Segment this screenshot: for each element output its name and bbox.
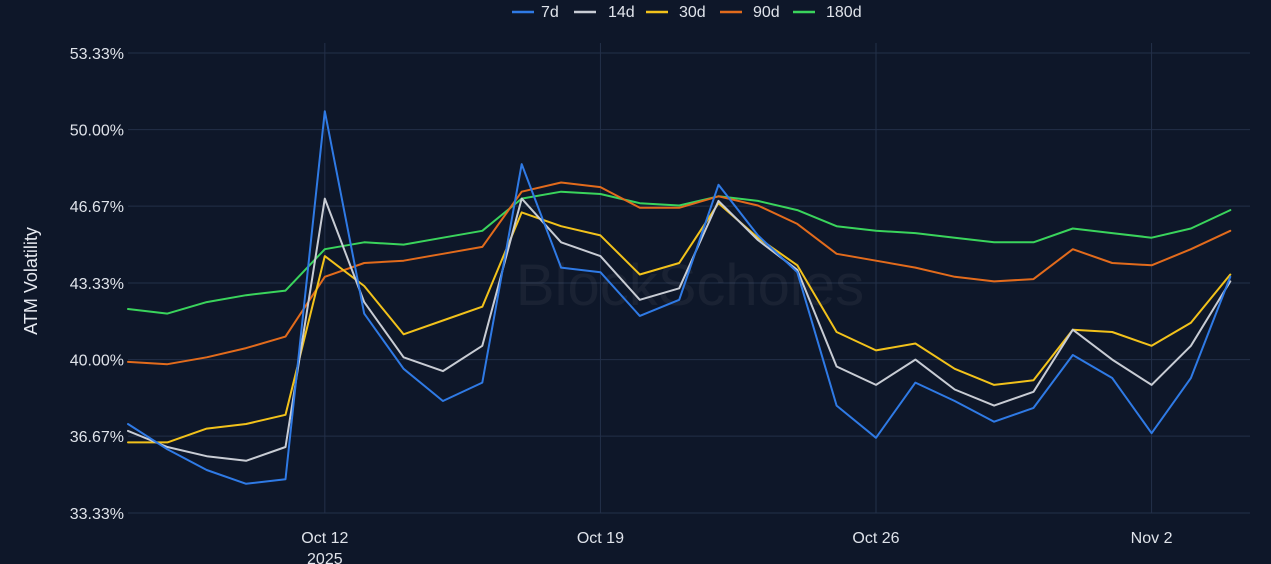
y-tick-label: 40.00% <box>70 353 124 370</box>
x-tick-label: Nov 2 <box>1131 530 1173 547</box>
legend-label-14d: 14d <box>608 4 635 21</box>
legend-label-30d: 30d <box>679 4 706 21</box>
x-tick-sublabel: 2025 <box>307 551 343 564</box>
x-tick-label: Oct 26 <box>852 530 899 547</box>
y-tick-label: 50.00% <box>70 123 124 140</box>
y-tick-label: 46.67% <box>70 199 124 216</box>
series-line-30d <box>127 202 1232 444</box>
y-tick-label: 36.67% <box>70 429 124 446</box>
legend-label-7d: 7d <box>541 4 559 21</box>
y-axis-title: ATM Volatility <box>21 227 41 335</box>
y-tick-label: 33.33% <box>70 506 124 523</box>
legend-label-180d: 180d <box>826 4 862 21</box>
x-tick-label: Oct 12 <box>301 530 348 547</box>
legend-label-90d: 90d <box>753 4 780 21</box>
y-tick-label: 43.33% <box>70 276 124 293</box>
series-line-180d <box>127 190 1232 315</box>
series-line-7d <box>127 110 1232 485</box>
y-tick-label: 53.33% <box>70 46 124 63</box>
series-line-14d <box>127 197 1232 462</box>
series-line-90d <box>127 181 1232 366</box>
x-tick-label: Oct 19 <box>577 530 624 547</box>
